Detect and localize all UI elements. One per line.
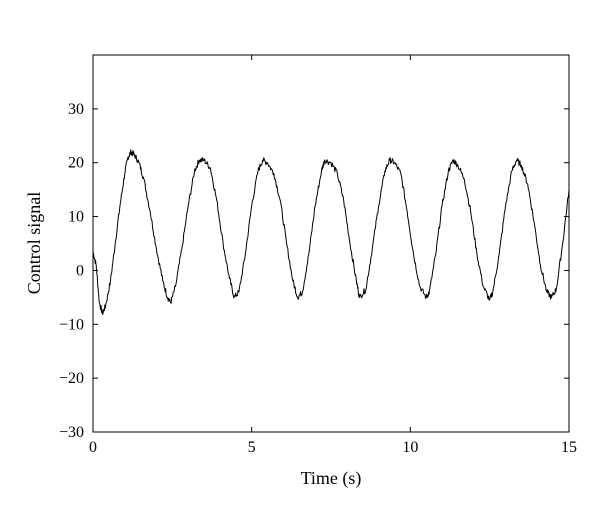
y-tick-label: −10 (59, 316, 84, 333)
series-line (92, 149, 570, 316)
x-tick-label: 15 (561, 439, 577, 456)
y-tick-label: 20 (68, 155, 84, 172)
y-axis-label: Control signal (24, 192, 44, 295)
y-tick-label: 10 (68, 209, 84, 226)
axis-ticks (92, 55, 570, 433)
y-tick-label: −20 (59, 370, 84, 387)
x-tick-label: 5 (248, 439, 256, 456)
x-axis-label: Time (s) (301, 468, 362, 489)
plot-frame (92, 54, 570, 433)
y-tick-label: −30 (59, 424, 84, 441)
x-tick-label: 0 (89, 439, 97, 456)
x-tick-label: 10 (402, 439, 418, 456)
y-tick-label: 30 (68, 101, 84, 118)
tick-labels: 0 5 10 15 −30 −20 −10 0 10 20 30 (59, 101, 577, 456)
series-group (92, 149, 570, 316)
y-tick-label: 0 (76, 262, 84, 279)
